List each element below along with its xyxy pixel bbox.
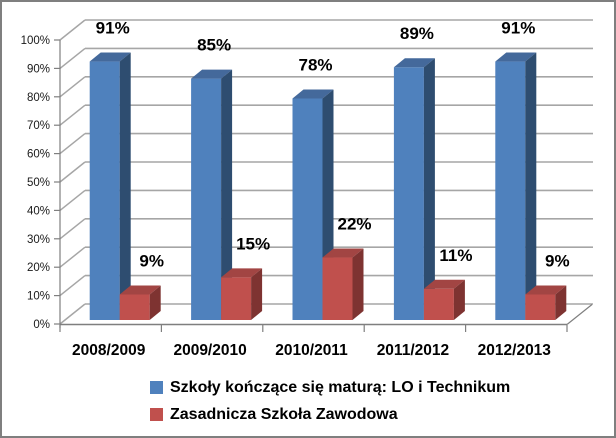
- legend: Szkoły kończące się maturą: LO i Technik…: [150, 374, 510, 428]
- bar-side: [352, 248, 364, 320]
- y-axis-tick-label: 90%: [27, 63, 50, 75]
- value-label-blue: 91%: [96, 19, 130, 38]
- bar-top: [495, 52, 537, 62]
- y-axis-tick-label: 70%: [27, 120, 50, 132]
- category-label: 2011/2012: [377, 342, 449, 359]
- bar-side: [423, 58, 435, 321]
- gridline-diagonal: [59, 218, 86, 240]
- value-label-red: 9%: [139, 251, 164, 270]
- bar-front: [393, 67, 424, 321]
- y-axis-tick-label: 0%: [33, 319, 50, 331]
- gridline-diagonal: [59, 303, 86, 325]
- category-label: 2012/2013: [478, 342, 552, 359]
- bar-top: [89, 52, 131, 62]
- y-axis-tick-label: 80%: [27, 92, 50, 104]
- category-label: 2008/2009: [72, 342, 146, 359]
- gridline-diagonal: [59, 161, 86, 183]
- floor-right-edge: [566, 304, 593, 325]
- value-label-red: 9%: [545, 251, 570, 270]
- bar-side: [525, 52, 537, 321]
- legend-label-zawodowa: Zasadnicza Szkoła Zawodowa: [170, 405, 398, 423]
- bar-top: [191, 69, 233, 79]
- gridline-diagonal: [59, 47, 86, 69]
- bar-side: [119, 52, 131, 321]
- bar-top: [119, 285, 161, 295]
- y-axis-tick-label: 10%: [27, 291, 50, 303]
- y-axis-tick-label: 100%: [21, 35, 50, 47]
- gridline-diagonal: [59, 76, 86, 98]
- gridline-diagonal: [59, 133, 86, 155]
- value-label-blue: 89%: [400, 24, 434, 43]
- legend-swatch-blue: [150, 381, 163, 394]
- bar-front: [292, 98, 323, 320]
- bar-side: [555, 285, 567, 320]
- value-label-red: 11%: [439, 246, 472, 265]
- bar-front: [119, 294, 150, 320]
- gridline-diagonal: [59, 275, 86, 297]
- legend-label-matura: Szkoły kończące się maturą: LO i Technik…: [170, 378, 511, 396]
- bar-front: [89, 61, 120, 321]
- bar-side: [149, 285, 161, 320]
- value-label-red: 22%: [337, 215, 371, 234]
- gridline-diagonal: [59, 189, 86, 211]
- bar-top: [423, 279, 465, 289]
- bar-side: [251, 268, 263, 320]
- category-label: 2010/2011: [275, 342, 348, 359]
- y-axis-tick-label: 20%: [27, 262, 50, 274]
- value-label-red: 15%: [236, 234, 270, 253]
- bar-front: [221, 277, 252, 320]
- value-label-blue: 78%: [298, 55, 332, 74]
- bar-front: [525, 294, 556, 320]
- value-label-blue: 85%: [197, 36, 231, 55]
- bar-top: [393, 58, 435, 68]
- bar-front: [191, 78, 222, 320]
- bar-side: [453, 279, 465, 320]
- y-axis-tick-label: 40%: [27, 205, 50, 217]
- value-label-blue: 91%: [501, 19, 535, 38]
- bar-top: [221, 268, 263, 278]
- bar-top: [525, 285, 567, 295]
- bar-front: [423, 288, 454, 320]
- bar-front: [322, 257, 353, 320]
- y-axis-tick-label: 50%: [27, 177, 50, 189]
- bar-top: [322, 248, 364, 258]
- gridline-diagonal: [59, 104, 86, 126]
- y-axis-tick-label: 30%: [27, 234, 50, 246]
- legend-item-matura: Szkoły kończące się maturą: LO i Technik…: [150, 374, 510, 401]
- legend-swatch-red: [150, 408, 163, 421]
- y-axis-tick-label: 60%: [27, 149, 50, 161]
- gridline-diagonal: [59, 19, 86, 41]
- bar-side: [221, 69, 233, 320]
- gridline-diagonal: [59, 246, 86, 268]
- bar-top: [292, 89, 334, 99]
- legend-item-zawodowa: Zasadnicza Szkoła Zawodowa: [150, 401, 510, 428]
- bar-front: [495, 61, 526, 321]
- category-label: 2009/2010: [173, 342, 246, 359]
